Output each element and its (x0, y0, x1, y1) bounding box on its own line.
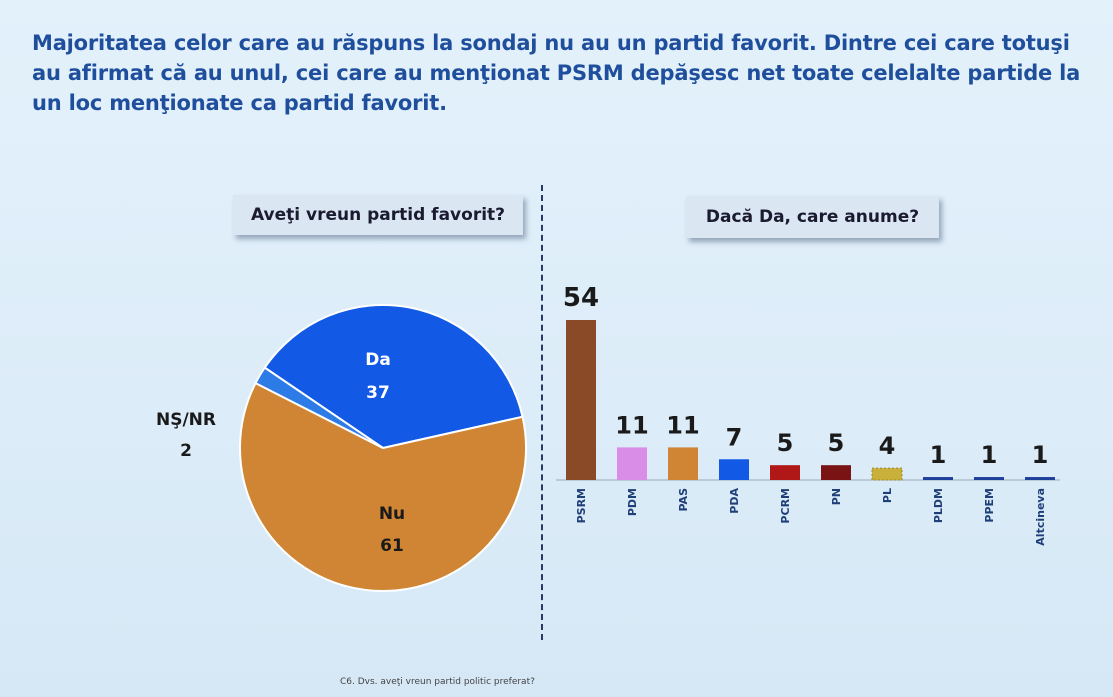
pie-label-nsnr: NŞ/NR (156, 410, 216, 430)
bar-value-altcineva: 1 (1032, 441, 1049, 469)
pie-slice-da (263, 304, 524, 450)
bar-value-ppem: 1 (981, 441, 998, 469)
bar-value-pl: 4 (879, 432, 896, 460)
headline: Majoritatea celor care au răspuns la son… (32, 31, 1081, 115)
bar-value-pas: 11 (666, 411, 699, 439)
bar-value-pdm: 11 (615, 411, 648, 439)
bar-altcineva (1025, 477, 1055, 480)
bar-value-pldm: 1 (930, 441, 947, 469)
bar-label-pas: PAS (677, 488, 690, 512)
pie-value-da: 37 (366, 383, 390, 403)
bar-label-pda: PDA (728, 488, 741, 514)
bar-label-pldm: PLDM (932, 488, 945, 523)
pie-value-nu: 61 (380, 536, 404, 556)
pie-label-da: Da (365, 350, 391, 370)
bar-pldm (923, 477, 953, 480)
bar-pdm (617, 447, 647, 480)
pie-value-nsnr: 2 (180, 441, 192, 461)
bar-pda (719, 459, 749, 480)
bar-label-pcrm: PCRM (779, 488, 792, 524)
bar-label-pn: PN (830, 488, 843, 505)
bar-label-ppem: PPEM (983, 488, 996, 523)
pie-chart-title: Aveţi vreun partid favorit? (250, 205, 506, 225)
bar-label-pdm: PDM (626, 488, 639, 516)
bar-value-pcrm: 5 (777, 429, 794, 457)
bar-pas (668, 447, 698, 480)
bar-chart-title: Dacă Da, care anume? (705, 207, 920, 227)
bar-pl (871, 467, 903, 481)
bar-label-pl: PL (881, 488, 894, 503)
bar-value-psrm: 54 (563, 283, 599, 313)
bar-question-box: Dacă Da, care anume? (686, 196, 939, 238)
bar-label-psrm: PSRM (575, 488, 588, 523)
bar-value-pn: 5 (828, 429, 845, 457)
pie-label-nu: Nu (379, 504, 405, 524)
footnote: C6. Dvs. aveţi vreun partid politic pref… (340, 677, 535, 687)
pie-slice-nu (239, 381, 527, 592)
bar-label-altcineva: Altcineva (1034, 488, 1047, 546)
bar-pn (821, 465, 851, 480)
bar-ppem (974, 477, 1004, 480)
bar-pcrm (770, 465, 800, 480)
bar-value-pda: 7 (726, 423, 743, 451)
bar-psrm (566, 320, 596, 480)
pie-slice-nnr (254, 366, 384, 449)
pie-question-box: Aveţi vreun partid favorit? (233, 195, 523, 235)
dashed-divider (541, 185, 543, 640)
